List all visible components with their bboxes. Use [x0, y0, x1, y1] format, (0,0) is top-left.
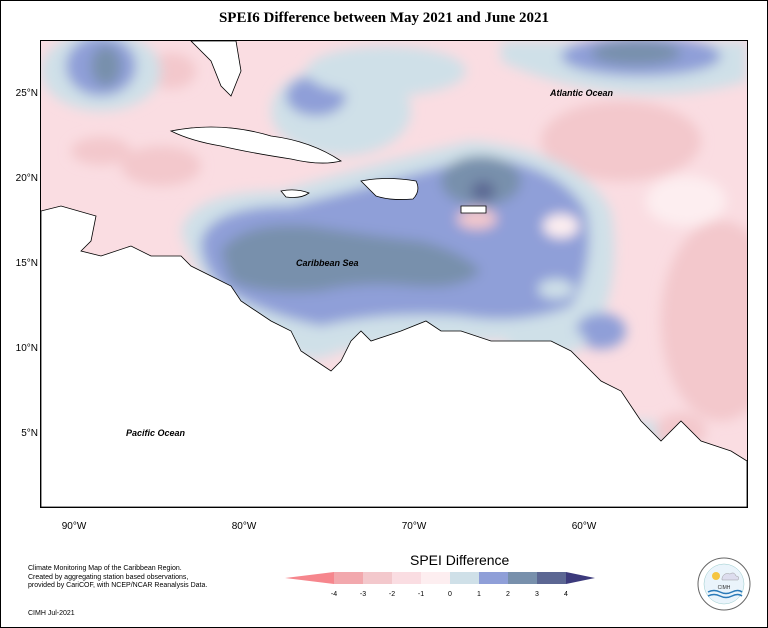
logo-text: CIMH [718, 585, 731, 591]
legend-tick-label: 1 [477, 591, 481, 598]
legend-tick-label: 4 [564, 591, 568, 598]
legend-swatch [363, 572, 392, 584]
legend-tick-label: -4 [331, 591, 337, 598]
lat-label-5n: 5°N [21, 428, 38, 439]
legend-tick-label: 0 [448, 591, 452, 598]
legend-swatch [285, 572, 334, 584]
label-pacific-ocean: Pacific Ocean [126, 428, 186, 438]
map-title: SPEI6 Difference between May 2021 and Ju… [218, 10, 550, 26]
credits-line-1: Climate Monitoring Map of the Caribbean … [28, 565, 182, 572]
lon-label-60w: 60°W [571, 521, 597, 532]
credits-line-2: Created by aggregating station based obs… [28, 573, 189, 581]
label-caribbean-sea: Caribbean Sea [296, 258, 359, 268]
lon-label-80w: 80°W [231, 521, 257, 532]
legend-colorbar: -4 -3 -2 -1 0 1 2 3 4 [285, 572, 595, 598]
legend-tick-label: 2 [506, 591, 510, 598]
legend-swatch [421, 572, 450, 584]
spei-field-map [41, 41, 747, 507]
lat-label-10n: 10°N [15, 343, 38, 354]
wave-icon [707, 589, 743, 595]
wave-icon-2 [707, 593, 743, 599]
legend-swatch [479, 572, 508, 584]
legend-swatch [392, 572, 421, 584]
map-panel [40, 40, 748, 508]
cloud-icon [721, 572, 739, 581]
legend-title: SPEI Difference [410, 552, 510, 568]
legend-tick-label: -3 [360, 591, 366, 598]
label-atlantic-ocean: Atlantic Ocean [550, 88, 614, 98]
land-outlines [41, 41, 747, 507]
legend-swatch [566, 572, 595, 584]
cimh-logo: CIMH [697, 557, 751, 611]
lon-label-70w: 70°W [401, 521, 427, 532]
credits-date: CIMH Jul-2021 [28, 610, 75, 617]
legend-swatch [450, 572, 479, 584]
credits-block: Climate Monitoring Map of the Caribbean … [28, 565, 228, 591]
credits-line-3: provided by CariCOF, with NCEP/NCAR Rean… [28, 582, 208, 589]
legend-tick-label: -1 [418, 591, 424, 598]
lat-label-25n: 25°N [15, 88, 38, 99]
legend-swatch [334, 572, 363, 584]
legend-tick-label: -2 [389, 591, 395, 598]
lon-label-90w: 90°W [61, 521, 87, 532]
legend-tick-label: 3 [535, 591, 539, 598]
lat-label-15n: 15°N [15, 258, 38, 269]
legend-swatch [537, 572, 566, 584]
sun-icon [712, 572, 720, 580]
lat-label-20n: 20°N [15, 173, 38, 184]
legend-swatch [508, 572, 537, 584]
